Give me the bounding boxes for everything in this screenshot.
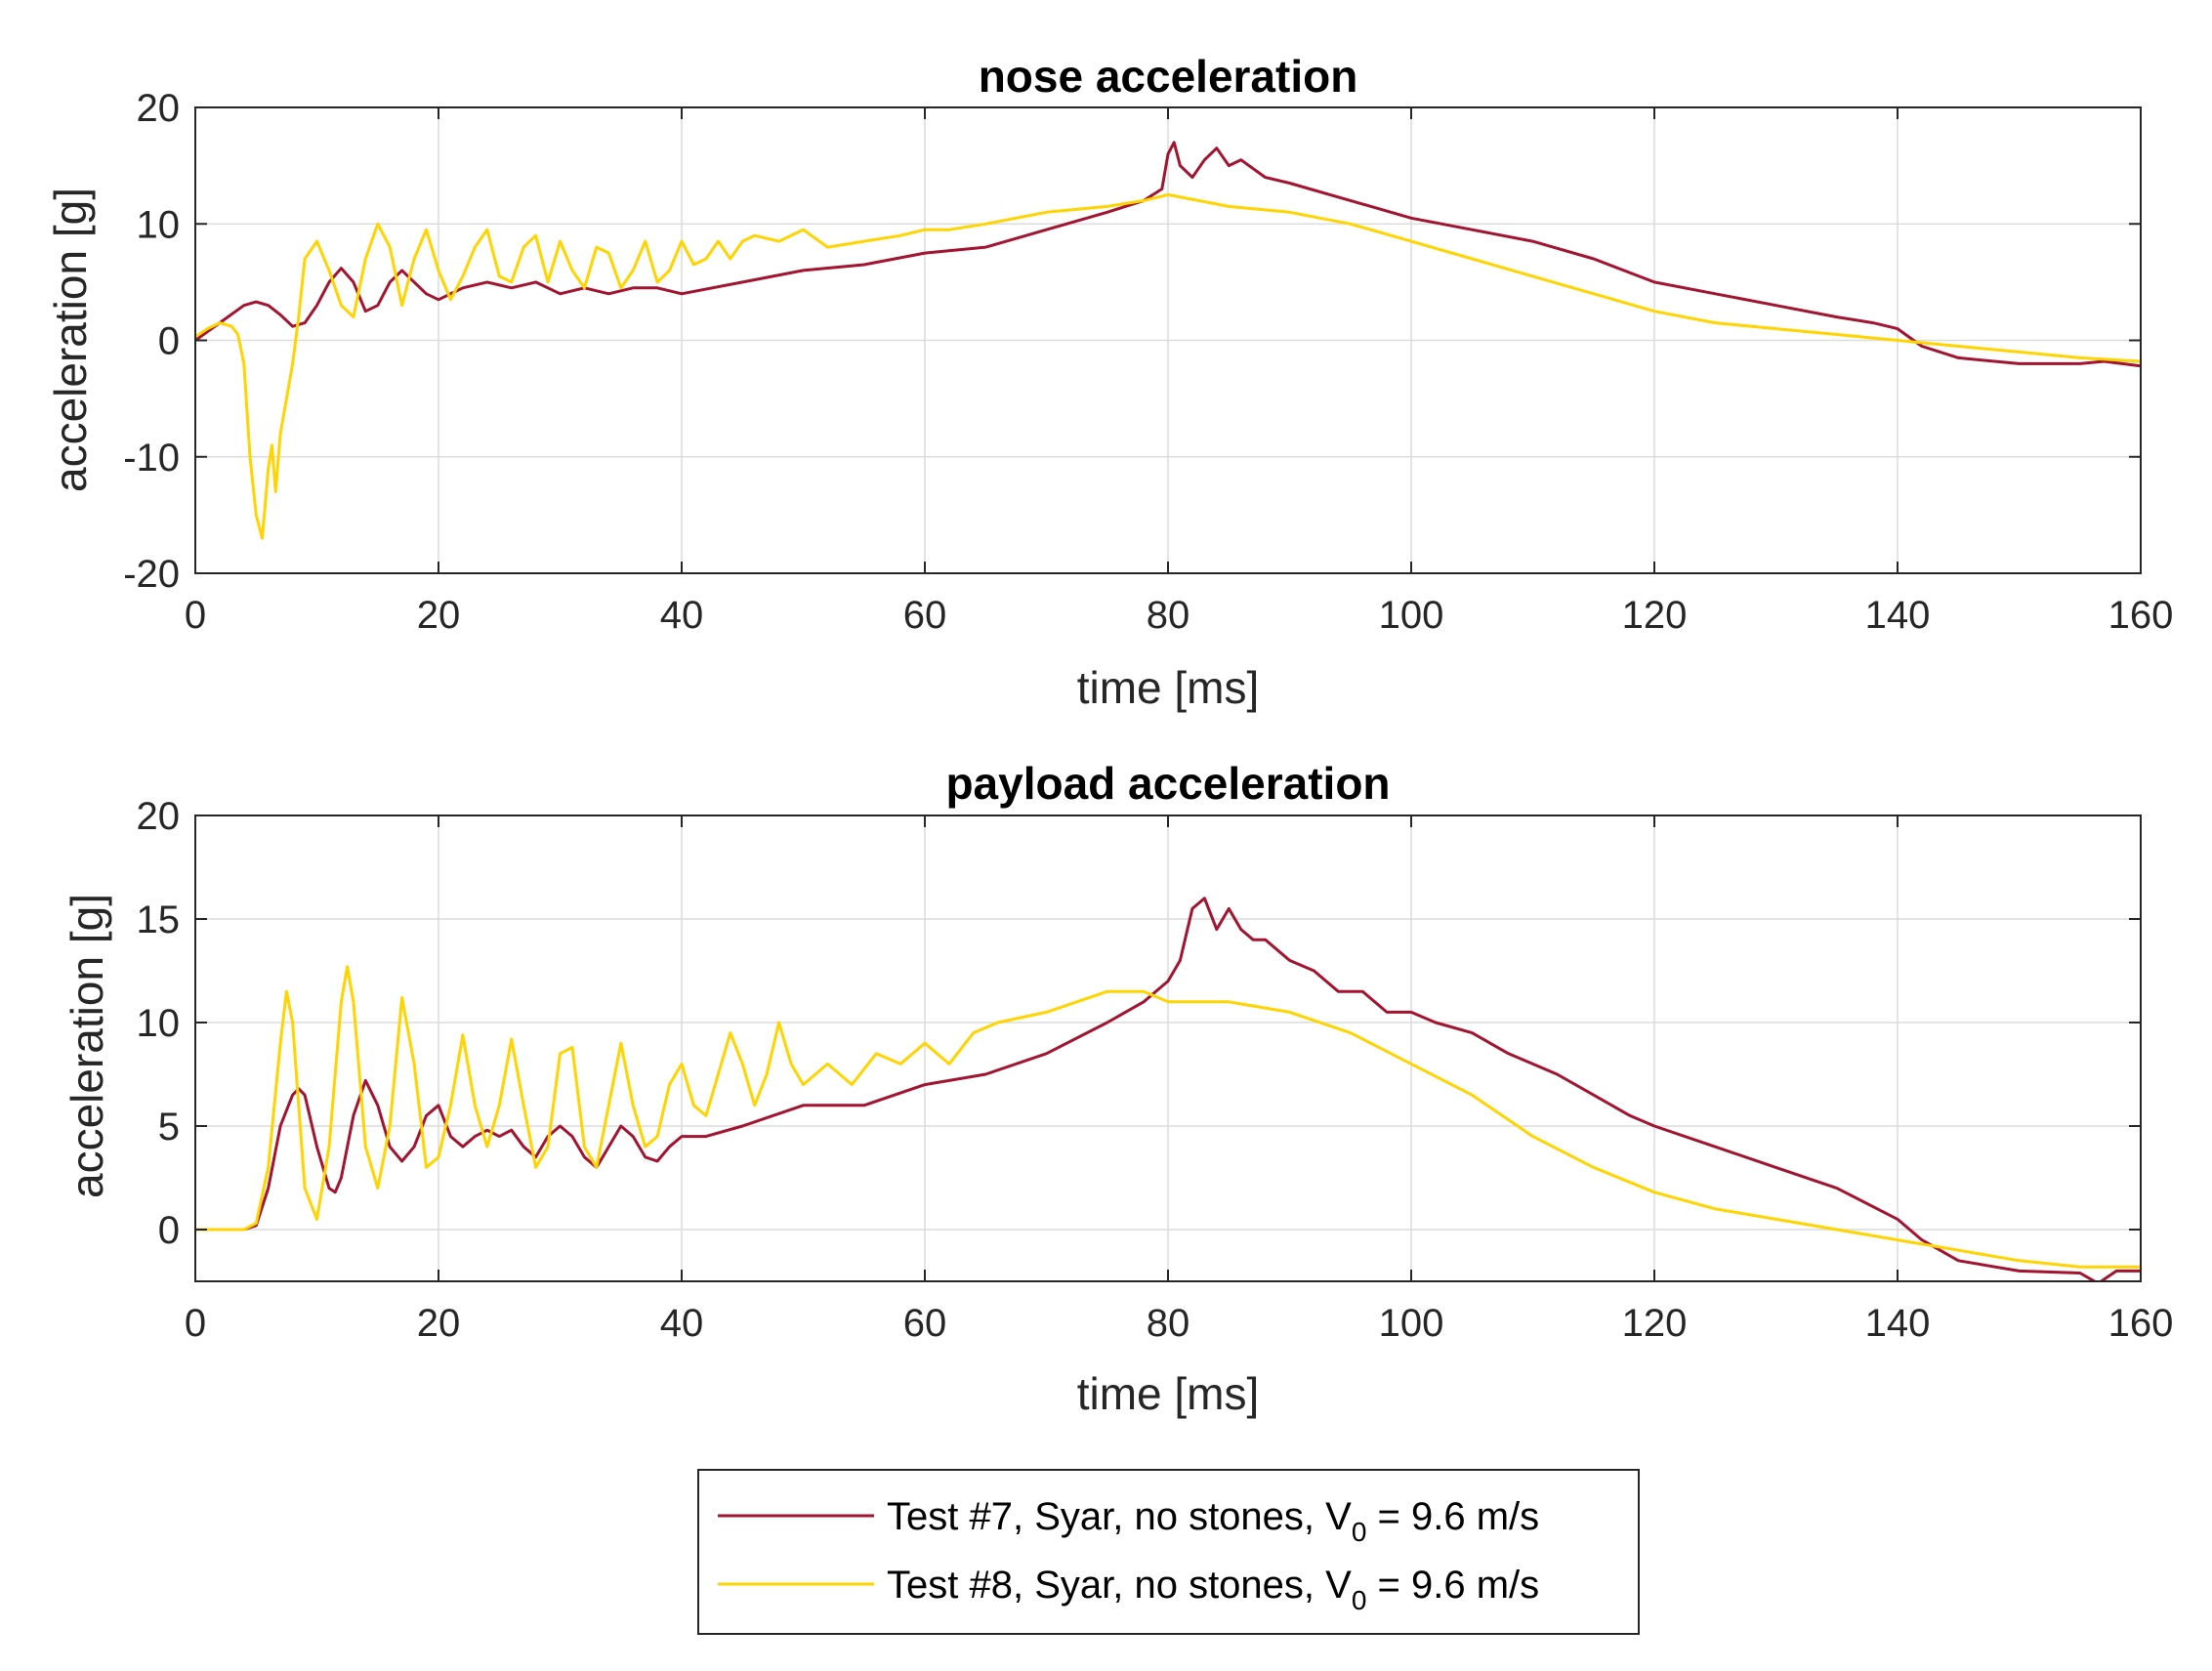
payload-series-test7-line xyxy=(195,897,2141,1281)
nose-ytick-label: 20 xyxy=(137,87,181,130)
payload-acceleration-title: payload acceleration xyxy=(945,758,1390,809)
nose-ytick-label: -10 xyxy=(123,437,180,480)
legend-label-test7: Test #7, Syar, no stones, V0 = 9.6 m/s xyxy=(887,1495,1539,1547)
nose-acceleration-panel: nose acceleration 0 20 40 60 80 100 120 140 160-… xyxy=(45,51,2173,713)
payload-xtick-label: 120 xyxy=(1622,1302,1688,1345)
nose-series-group xyxy=(195,141,2141,540)
payload-tick-labels: 0 20 40 60 80 100 120 140 160 0 5 10 15 20 xyxy=(137,795,2174,1345)
payload-xtick-label: 0 xyxy=(185,1302,206,1345)
payload-series-test8-line xyxy=(195,965,2141,1269)
nose-xtick-label: 0 xyxy=(185,594,206,637)
legend-label-test8-subscript: 0 xyxy=(1352,1585,1367,1615)
payload-ytick-label: 5 xyxy=(158,1106,180,1149)
payload-xtick-label: 20 xyxy=(417,1302,461,1345)
nose-xtick-label: 120 xyxy=(1622,594,1688,637)
nose-acceleration-title: nose acceleration xyxy=(979,51,1358,102)
legend-label-test7-value: = 9.6 m/s xyxy=(1366,1495,1539,1538)
nose-xtick-label: 20 xyxy=(417,594,461,637)
nose-xtick-label: 60 xyxy=(903,594,947,637)
payload-xtick-label: 40 xyxy=(660,1302,704,1345)
payload-ytick-label: 15 xyxy=(137,898,181,941)
nose-series-test8-line xyxy=(195,192,2141,540)
nose-ytick-label: 10 xyxy=(137,203,181,246)
legend-label-test8: Test #8, Syar, no stones, V0 = 9.6 m/s xyxy=(887,1564,1539,1615)
payload-xtick-label: 140 xyxy=(1865,1302,1931,1345)
payload-xtick-label: 100 xyxy=(1379,1302,1444,1345)
nose-y-axis-label: acceleration [g] xyxy=(45,188,96,492)
payload-xtick-label: 80 xyxy=(1147,1302,1190,1345)
payload-xtick-label: 160 xyxy=(2108,1302,2174,1345)
payload-xtick-label: 60 xyxy=(903,1302,947,1345)
nose-x-axis-label: time [ms] xyxy=(1077,662,1260,713)
payload-series-group xyxy=(195,897,2141,1281)
payload-ytick-label: 0 xyxy=(158,1209,180,1252)
nose-series-test7-line xyxy=(195,141,2141,368)
legend-label-test8-text: Test #8, Syar, no stones, V xyxy=(887,1564,1352,1607)
nose-ytick-label: 0 xyxy=(158,320,180,363)
legend-label-test7-subscript: 0 xyxy=(1352,1517,1367,1547)
legend-label-test8-value: = 9.6 m/s xyxy=(1366,1564,1539,1607)
nose-tick-labels: 0 20 40 60 80 100 120 140 160 -20 -10 0 10 20 xyxy=(123,87,2173,637)
payload-acceleration-panel: payload acceleration 0 20 40 60 80 100 120 140 1… xyxy=(62,758,2173,1419)
legend: Test #7, Syar, no stones, V0 = 9.6 m/s T… xyxy=(697,1469,1640,1635)
payload-y-axis-label: acceleration [g] xyxy=(62,894,112,1198)
nose-xtick-label: 100 xyxy=(1379,594,1444,637)
payload-ytick-label: 20 xyxy=(137,795,181,838)
legend-label-test7-text: Test #7, Syar, no stones, V xyxy=(887,1495,1352,1538)
nose-xtick-label: 80 xyxy=(1147,594,1190,637)
payload-ytick-label: 10 xyxy=(137,1002,181,1045)
nose-xtick-label: 40 xyxy=(660,594,704,637)
nose-ytick-label: -20 xyxy=(123,553,180,596)
nose-xtick-label: 140 xyxy=(1865,594,1931,637)
payload-grid xyxy=(194,815,2142,1281)
nose-xtick-label: 160 xyxy=(2108,594,2174,637)
legend-box xyxy=(697,1469,1640,1635)
payload-x-axis-label: time [ms] xyxy=(1077,1368,1260,1419)
